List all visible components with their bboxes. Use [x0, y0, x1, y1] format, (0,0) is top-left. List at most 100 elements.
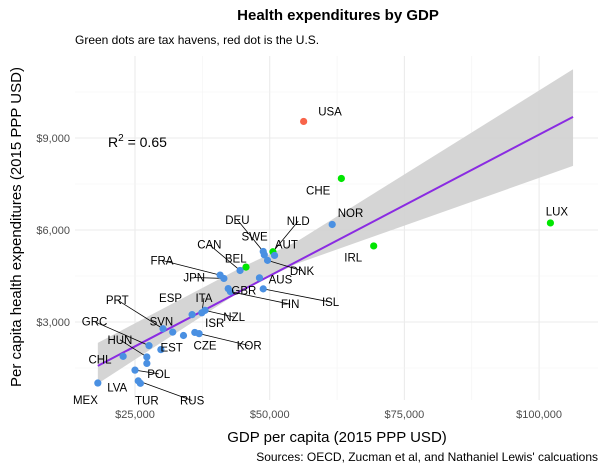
r-squared-annotation: R2 = 0.65 [108, 133, 167, 150]
x-tick-label: $25,000 [115, 409, 155, 421]
y-tick-label: $9,000 [36, 133, 70, 145]
point-label-ita: ITA [195, 293, 212, 305]
point-isr [179, 331, 188, 340]
fit-line-layer [97, 115, 574, 367]
point-lux [546, 219, 555, 227]
r-squared-symbol: R [108, 134, 118, 150]
point-can [236, 266, 244, 275]
point-label-nor: NOR [338, 208, 364, 220]
point-label-can: CAN [197, 240, 221, 252]
point-chl [119, 352, 127, 360]
point-labels: USA CHE LUX IRL NOR NLD AUT DEU SWE DNK BEL CAN FRA J… [73, 107, 568, 408]
point-label-fin: FIN [281, 299, 300, 311]
point-label-bel: BEL [225, 254, 247, 266]
point-label-jpn: JPN [183, 273, 205, 285]
leader-line-fin [230, 291, 291, 305]
point-che [337, 174, 345, 183]
point-label-che: CHE [306, 186, 331, 198]
point-isl [259, 285, 267, 293]
point-nor [328, 220, 336, 229]
x-tick-label: $100,000 [516, 409, 562, 421]
leader-line-can [209, 244, 241, 271]
point-svn [169, 328, 177, 336]
points-layer [94, 117, 555, 387]
point-esp [188, 311, 196, 319]
point-rus [134, 377, 142, 385]
point-jpn [220, 274, 228, 283]
point-usa [300, 117, 308, 126]
point-label-isr: ISR [205, 318, 224, 330]
point-label-deu: DEU [225, 215, 249, 227]
point-label-prt: PRT [106, 295, 129, 307]
leader-line-deu [237, 219, 264, 252]
leader-lines [94, 219, 331, 401]
chart-subtitle: Green dots are tax havens, red dot is th… [75, 33, 319, 47]
point-label-dnk: DNK [290, 266, 315, 278]
confidence-ribbon [97, 69, 574, 384]
leader-line-kor [199, 333, 250, 346]
leader-line-nzl [204, 309, 235, 318]
r-squared-superscript: 2 [118, 133, 124, 144]
point-pol [131, 366, 139, 374]
leader-line-rus [138, 380, 193, 401]
point-label-irl: IRL [344, 252, 363, 264]
point-swe [260, 251, 268, 259]
leader-line-grc [94, 321, 150, 346]
point-label-swe: SWE [242, 232, 269, 244]
point-irl [370, 242, 378, 250]
point-label-aut: AUT [275, 239, 298, 251]
r-squared-value: = 0.65 [124, 134, 167, 150]
point-label-fra: FRA [150, 255, 173, 267]
leader-line-isl [263, 288, 331, 303]
x-axis-label: GDP per capita (2015 PPP USD) [227, 429, 447, 446]
point-hun [143, 353, 151, 361]
y-axis-label: Per capita health expenditures (2015 PPP… [8, 67, 25, 387]
point-nzl [201, 306, 209, 314]
leader-line-fra [161, 259, 221, 276]
point-label-est: EST [160, 343, 182, 355]
point-label-isl: ISL [322, 297, 340, 309]
point-label-cze: CZE [194, 341, 217, 353]
point-label-esp: ESP [159, 293, 182, 305]
leader-line-pol [134, 369, 159, 375]
point-aut [270, 251, 279, 260]
x-axis-ticks: $25,000 $50,000 $75,000 $100,000 [115, 409, 562, 421]
point-label-tur: TUR [135, 395, 159, 407]
y-tick-label: $3,000 [36, 317, 70, 329]
regression-line [97, 115, 574, 367]
x-tick-label: $50,000 [250, 409, 290, 421]
point-label-nld: NLD [287, 216, 310, 228]
leader-line-dnk [267, 259, 303, 272]
point-prt [159, 325, 167, 333]
point-label-svn: SVN [150, 317, 174, 329]
point-kor [195, 330, 203, 338]
point-label-rus: RUS [180, 395, 205, 407]
point-label-chl: CHL [88, 354, 112, 366]
point-label-mex: MEX [73, 395, 98, 407]
leader-line-prt [117, 299, 164, 330]
point-label-aus: AUS [269, 275, 293, 287]
point-label-pol: POL [147, 369, 171, 381]
leader-line-nld [272, 220, 299, 253]
chart-title: Health expenditures by GDP [237, 7, 439, 24]
point-label-usa: USA [318, 107, 342, 119]
point-label-grc: GRC [82, 317, 108, 329]
point-bel [242, 263, 250, 271]
point-dnk [263, 256, 272, 264]
confidence-ribbon-layer [97, 69, 574, 384]
point-label-lux: LUX [546, 207, 569, 219]
point-lva [143, 359, 151, 367]
chart-caption: Sources: OECD, Zucman et al, and Nathani… [256, 450, 598, 464]
point-label-nzl: NZL [223, 312, 245, 324]
point-label-gbr: GBR [231, 285, 256, 297]
point-aus [255, 274, 264, 282]
leader-line-hun [119, 339, 148, 358]
point-est [157, 346, 165, 354]
point-mex [94, 379, 102, 387]
point-grc [145, 342, 153, 350]
point-label-hun: HUN [107, 335, 132, 347]
x-tick-label: $75,000 [385, 409, 425, 421]
y-tick-label: $6,000 [36, 225, 70, 237]
y-axis-ticks: $3,000 $6,000 $9,000 [36, 133, 70, 329]
